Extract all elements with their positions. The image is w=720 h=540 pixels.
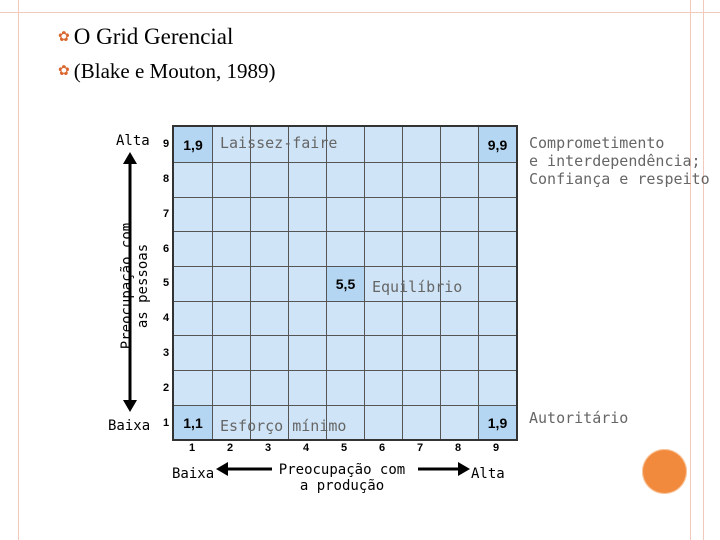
- y-axis-title-line1: Preocupação com: [119, 222, 135, 350]
- y-tick: 4: [162, 312, 170, 324]
- x-axis-low-label: Baixa: [172, 466, 215, 482]
- bullet-source-text: (Blake e Mouton, 1989): [73, 59, 276, 83]
- y-axis-arrow: [123, 152, 137, 412]
- grid-line: [174, 301, 516, 302]
- label-equilibrio: Equilíbrio: [372, 278, 463, 296]
- x-axis-title-line2: a produção: [299, 478, 385, 494]
- x-tick: 1: [188, 442, 196, 454]
- x-tick: 9: [492, 442, 500, 454]
- cell-1-1: 1,1: [174, 406, 212, 439]
- y-axis-title: Preocupação com as pessoas: [119, 216, 151, 356]
- x-tick: 8: [454, 442, 462, 454]
- frame-line-top: [0, 12, 720, 13]
- x-tick: 7: [416, 442, 424, 454]
- x-axis-title: Preocupação com a produção: [262, 462, 422, 494]
- label-autoritario: Autoritário: [529, 409, 629, 427]
- x-tick: 5: [340, 442, 348, 454]
- label-comprometimento-line1: Comprometimento: [529, 134, 665, 152]
- y-axis-title-line2: as pessoas: [135, 243, 151, 329]
- y-tick: 6: [162, 243, 170, 255]
- bullet-title: ✿ O Grid Gerencial: [58, 24, 233, 50]
- x-tick: 2: [226, 442, 234, 454]
- label-comprometimento: Comprometimento e interdependência; Conf…: [529, 134, 710, 188]
- y-tick: 8: [162, 173, 170, 185]
- cell-1-9: 1,9: [174, 127, 212, 162]
- decorative-circle: [642, 449, 687, 494]
- grid-line: [174, 370, 516, 371]
- x-axis-arrow-left: [216, 462, 272, 476]
- y-tick: 5: [162, 277, 170, 289]
- label-comprometimento-line3: Confiança e respeito: [529, 170, 710, 188]
- managerial-grid: 1,9 9,9 5,5 1,1 1,9: [172, 125, 518, 441]
- x-tick: 3: [264, 442, 272, 454]
- label-laissez-faire: Laissez-faire: [220, 134, 338, 152]
- grid-line: [478, 127, 479, 439]
- y-axis-low-label: Baixa: [108, 418, 151, 434]
- x-axis-high-label: Alta: [471, 466, 505, 482]
- grid-line: [174, 405, 516, 406]
- grid-line: [440, 127, 441, 439]
- grid-line: [174, 266, 516, 267]
- cell-9-1: 1,9: [479, 406, 516, 439]
- grid-line: [288, 127, 289, 439]
- frame-line-right: [690, 0, 691, 540]
- grid-line: [174, 335, 516, 336]
- bullet-icon: ✿: [58, 29, 70, 45]
- grid-line: [174, 231, 516, 232]
- label-comprometimento-line2: e interdependência;: [529, 152, 701, 170]
- y-tick: 1: [162, 417, 170, 429]
- grid-line: [326, 127, 327, 439]
- y-tick: 7: [162, 208, 170, 220]
- grid-line: [212, 127, 213, 439]
- grid-line: [174, 197, 516, 198]
- grid-line: [174, 162, 516, 163]
- frame-line-left: [18, 0, 19, 540]
- bullet-icon: ✿: [58, 64, 70, 79]
- y-tick: 3: [162, 347, 170, 359]
- bullet-title-text: O Grid Gerencial: [73, 24, 234, 49]
- grid-line: [364, 127, 365, 439]
- x-axis-arrow-right: [418, 462, 470, 476]
- x-tick: 4: [302, 442, 310, 454]
- bullet-source: ✿ (Blake e Mouton, 1989): [58, 59, 276, 84]
- x-axis-title-line1: Preocupação com: [278, 462, 406, 478]
- frame-line-right-outer: [703, 0, 704, 540]
- x-tick: 6: [378, 442, 386, 454]
- cell-9-9: 9,9: [479, 127, 516, 162]
- label-esforco-minimo: Esforço mínimo: [220, 417, 347, 435]
- y-tick: 2: [162, 382, 170, 394]
- grid-line: [250, 127, 251, 439]
- grid-line: [402, 127, 403, 439]
- cell-5-5: 5,5: [327, 267, 364, 301]
- y-axis-high-label: Alta: [116, 133, 150, 149]
- y-tick: 9: [162, 138, 170, 150]
